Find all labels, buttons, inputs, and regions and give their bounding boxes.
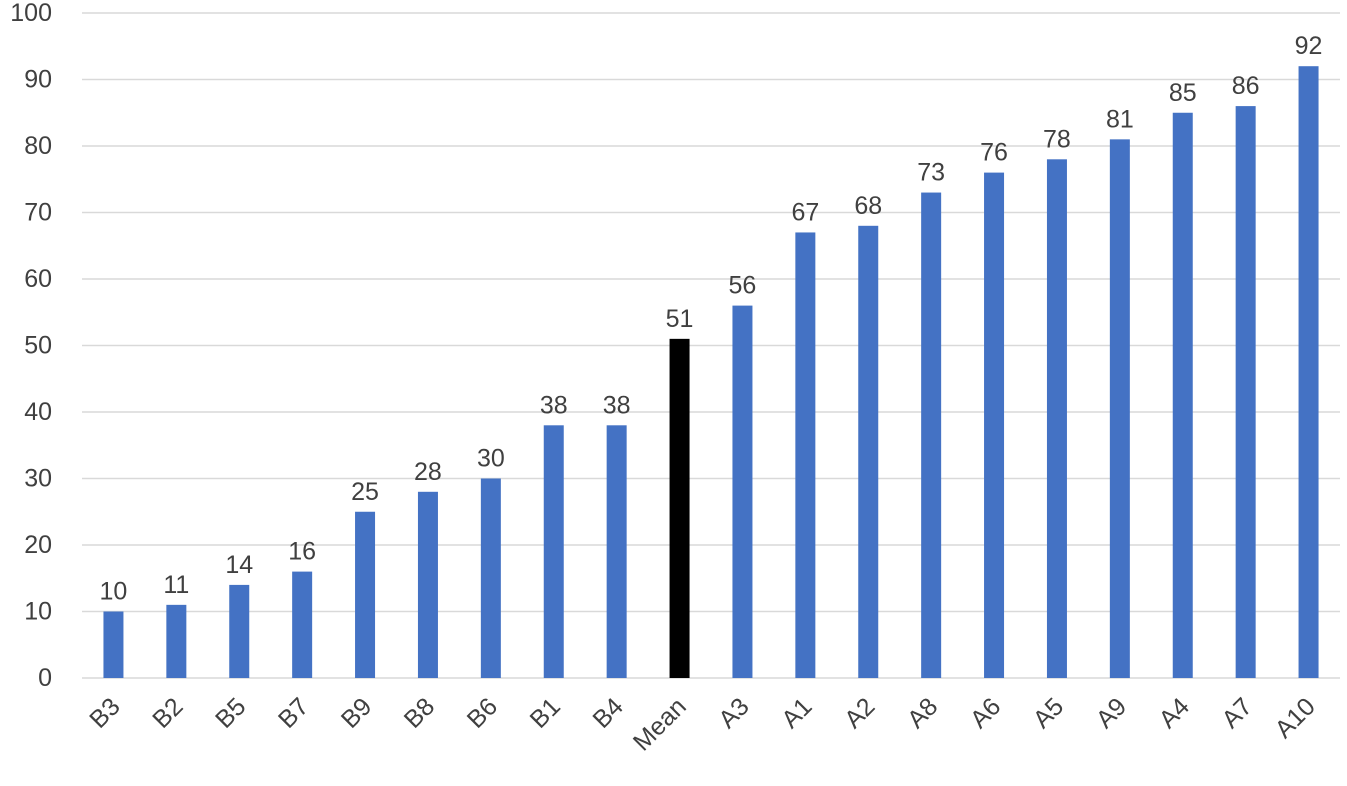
x-tick-label-a6: A6: [965, 692, 1006, 733]
y-tick-label: 90: [24, 66, 52, 94]
bar-b1: [543, 425, 564, 678]
data-label-a9: 81: [1106, 105, 1134, 133]
y-tick-label: 0: [38, 664, 52, 692]
bar-b4: [606, 425, 627, 678]
data-label-mean: 51: [666, 305, 694, 333]
x-tick-label-b5: B5: [210, 692, 251, 733]
y-tick-label: 70: [24, 199, 52, 227]
bar-a1: [795, 232, 816, 678]
data-label-b9: 25: [351, 478, 379, 506]
data-label-b7: 16: [288, 538, 316, 566]
data-label-a2: 68: [854, 192, 882, 220]
x-tick-label-a9: A9: [1091, 692, 1132, 733]
x-tick-label-a8: A8: [902, 692, 943, 733]
bar-a2: [858, 225, 879, 679]
data-label-b4: 38: [603, 391, 631, 419]
x-tick-label-b2: B2: [147, 692, 188, 733]
data-label-b3: 10: [100, 578, 128, 606]
data-label-a1: 67: [791, 198, 819, 226]
data-label-a7: 86: [1232, 72, 1260, 100]
x-tick-label-b6: B6: [462, 692, 503, 733]
bar-b9: [355, 511, 376, 678]
y-tick-label: 60: [24, 265, 52, 293]
data-label-b6: 30: [477, 445, 505, 473]
bar-a9: [1109, 139, 1130, 679]
y-tick-label: 10: [24, 598, 52, 626]
x-tick-label-a1: A1: [776, 692, 817, 733]
data-label-a3: 56: [729, 272, 757, 300]
bar-b3: [103, 611, 124, 678]
bar-a10: [1298, 66, 1319, 678]
bar-b2: [166, 604, 187, 678]
x-tick-label-a3: A3: [713, 692, 754, 733]
y-tick-label: 30: [24, 465, 52, 493]
x-tick-label-b7: B7: [273, 692, 314, 733]
x-tick-label-a5: A5: [1028, 692, 1069, 733]
data-label-b2: 11: [163, 571, 189, 599]
bar-b8: [417, 491, 438, 678]
bar-b5: [229, 584, 250, 678]
bar-a4: [1172, 112, 1193, 678]
bar-mean: [669, 338, 690, 678]
data-label-b1: 38: [540, 391, 568, 419]
bars: [103, 66, 1319, 679]
bar-a3: [732, 305, 753, 678]
x-tick-label-b1: B1: [525, 692, 566, 733]
bar-a7: [1235, 106, 1256, 679]
data-labels: 10 11 14 16 25 28 30 38 38 51 56 67 68 73 76 78 81 85 86 92: [100, 32, 1323, 605]
data-label-a4: 85: [1169, 79, 1197, 107]
y-tick-label: 80: [24, 132, 52, 160]
x-tick-label-b4: B4: [587, 692, 628, 733]
data-label-a8: 73: [917, 159, 945, 187]
bar-a5: [1046, 159, 1067, 679]
data-label-b5: 14: [225, 551, 253, 579]
x-tick-label-a7: A7: [1216, 692, 1257, 733]
bar-b6: [480, 478, 501, 678]
bar-a6: [984, 172, 1005, 678]
data-label-a6: 76: [980, 139, 1008, 167]
y-tick-label: 50: [24, 332, 52, 360]
y-tick-label: 100: [10, 0, 52, 27]
x-tick-label-mean: Mean: [628, 692, 692, 756]
x-tick-label-a10: A10: [1270, 692, 1321, 743]
data-label-a10: 92: [1295, 32, 1323, 60]
data-label-b8: 28: [414, 458, 442, 486]
y-tick-label: 20: [24, 531, 52, 559]
x-tick-label-a4: A4: [1154, 692, 1195, 733]
x-tick-label-b8: B8: [399, 692, 440, 733]
gridlines: [82, 12, 1340, 679]
y-tick-label: 40: [24, 398, 52, 426]
y-axis-ticks: 0 10 20 30 40 50 60 70 80 90 100: [10, 0, 52, 692]
x-tick-label-a2: A2: [839, 692, 880, 733]
bar-a8: [921, 192, 942, 679]
x-tick-label-b3: B3: [84, 692, 125, 733]
bar-b7: [292, 571, 313, 678]
x-tick-label-b9: B9: [336, 692, 377, 733]
data-label-a5: 78: [1043, 125, 1071, 153]
